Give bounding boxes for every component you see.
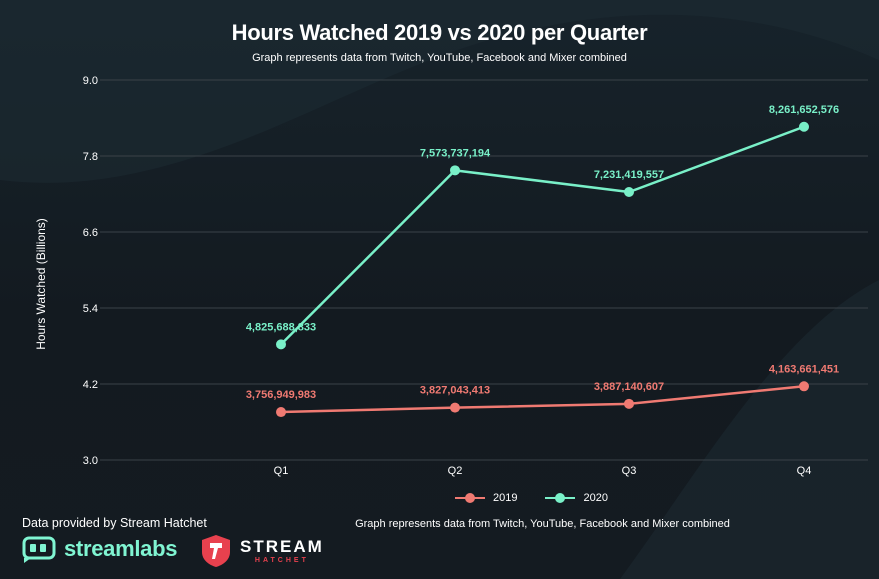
streamlabs-icon xyxy=(22,536,56,563)
legend-swatch-2019 xyxy=(455,492,485,504)
x-tick-label: Q4 xyxy=(797,465,812,477)
streamlabs-wordmark: streamlabs xyxy=(64,536,178,561)
data-label-2020: 8,261,652,576 xyxy=(769,104,839,116)
data-label-2020: 7,573,737,194 xyxy=(420,147,491,159)
stream-hatchet-wordmark: STREAM HATCHET xyxy=(240,536,324,565)
data-point-2019 xyxy=(799,381,809,392)
data-label-2019: 3,827,043,413 xyxy=(420,385,490,397)
x-tick-label: Q2 xyxy=(448,465,463,477)
stream-hatchet-word-hatchet: HATCHET xyxy=(254,556,309,564)
y-tick-label: 9.0 xyxy=(83,75,98,87)
data-label-2020: 7,231,419,557 xyxy=(594,169,664,181)
series-lines: 3,756,949,983 3,827,043,413 3,887,140,607 4… xyxy=(246,104,839,418)
x-axis-ticks: Q1 Q2 Q3 Q4 xyxy=(274,465,812,477)
chart-subtitle: Graph represents data from Twitch, YouTu… xyxy=(252,52,627,64)
background-wave-top xyxy=(0,0,879,183)
footer-note: Graph represents data from Twitch, YouTu… xyxy=(355,518,730,530)
data-point-2019 xyxy=(450,402,460,413)
legend-item-2019: 2019 xyxy=(455,492,517,504)
legend-label-2019: 2019 xyxy=(493,492,518,504)
data-point-2019 xyxy=(276,407,286,418)
streamlabs-logo: streamlabs xyxy=(22,534,177,564)
data-point-2019 xyxy=(624,398,634,409)
data-provided-by: Data provided by Stream Hatchet xyxy=(22,516,207,530)
y-tick-label: 5.4 xyxy=(83,303,98,315)
stream-hatchet-logo: STREAM HATCHET xyxy=(200,534,324,568)
y-tick-label: 7.8 xyxy=(83,151,98,163)
chart-title: Hours Watched 2019 vs 2020 per Quarter xyxy=(231,20,648,45)
stream-hatchet-icon xyxy=(202,535,230,567)
data-point-2020 xyxy=(624,187,634,198)
legend: 2019 2020 xyxy=(455,492,636,504)
legend-swatch-2020 xyxy=(545,492,576,504)
data-point-2020 xyxy=(450,165,460,176)
legend-item-2020: 2020 xyxy=(545,492,608,504)
x-tick-label: Q1 xyxy=(274,465,289,477)
data-label-2019: 3,887,140,607 xyxy=(594,381,664,393)
data-label-2019: 4,163,661,451 xyxy=(769,363,839,375)
series-line-2020 xyxy=(280,125,805,346)
y-tick-label: 3.0 xyxy=(83,455,98,467)
y-tick-label: 4.2 xyxy=(83,379,98,391)
background-wave-bottom xyxy=(620,280,879,579)
data-point-2020 xyxy=(799,121,809,132)
data-label-2020: 4,825,688,833 xyxy=(246,321,316,333)
series-line-2019 xyxy=(280,385,805,414)
data-point-2020 xyxy=(276,339,286,350)
data-label-2019: 3,756,949,983 xyxy=(246,389,316,401)
y-tick-label: 6.6 xyxy=(83,227,98,239)
y-axis-label: Hours Watched (Billions) xyxy=(34,218,48,350)
y-axis-ticks: 3.0 4.2 5.4 6.6 7.8 9.0 xyxy=(83,75,98,467)
x-tick-label: Q3 xyxy=(622,465,637,477)
grid-lines xyxy=(100,79,868,461)
stream-hatchet-word-stream: STREAM xyxy=(240,536,324,556)
legend-label-2020: 2020 xyxy=(583,492,608,504)
